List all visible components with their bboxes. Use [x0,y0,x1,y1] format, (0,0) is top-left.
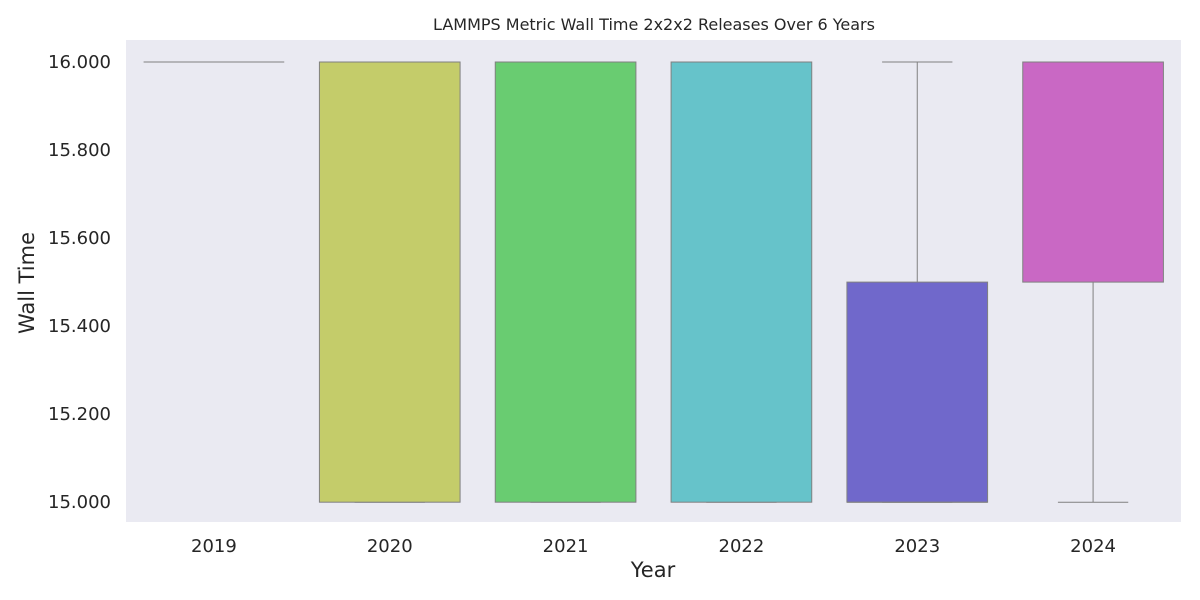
box-body-2022 [670,61,813,503]
box-body-2020 [318,61,461,503]
y-tick-label: 16.000 [48,52,111,73]
x-tick-label-2022: 2022 [719,536,765,557]
x-tick-label-2023: 2023 [894,536,940,557]
x-tick-label-2021: 2021 [543,536,589,557]
y-tick-label: 15.000 [48,492,111,513]
box-2024 [1022,61,1164,503]
box-body-2021 [494,61,637,503]
box-2022 [670,61,813,503]
box-2020 [318,61,461,503]
y-ticks-group: 15.000 15.200 15.400 15.600 15.800 16.000 [48,52,111,513]
x-tick-label-2020: 2020 [367,536,413,557]
y-tick-label: 15.200 [48,404,111,425]
y-tick-label: 15.600 [48,228,111,249]
box-2021 [494,61,637,503]
x-tick-label-2019: 2019 [191,536,237,557]
y-tick-label: 15.400 [48,316,111,337]
boxes-group [143,61,1164,503]
box-2023 [846,61,989,503]
x-axis-label: Year [630,558,676,582]
plot-area [126,40,1181,522]
chart-title: LAMMPS Metric Wall Time 2x2x2 Releases O… [433,15,875,34]
box-body-2024 [1022,61,1164,283]
x-tick-label-2024: 2024 [1070,536,1116,557]
x-ticks-group: 2019 2020 2021 2022 2023 2024 [191,536,1116,557]
box-body-2023 [846,281,989,503]
y-tick-label: 15.800 [48,140,111,161]
